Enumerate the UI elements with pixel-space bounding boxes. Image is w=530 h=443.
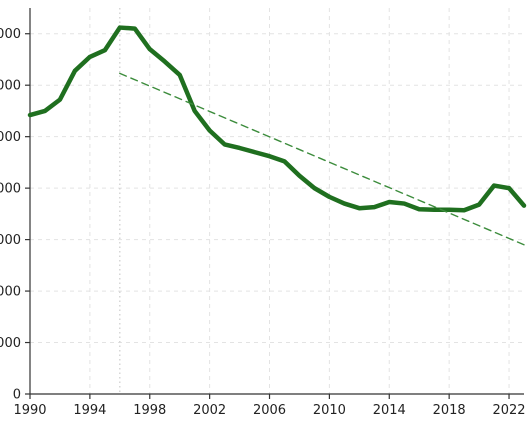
x-tick-label: 2006 <box>253 403 286 418</box>
x-tick-label: 2014 <box>373 403 406 418</box>
trend-line <box>119 72 525 246</box>
series-lines <box>27 25 527 246</box>
x-tick-label: 2010 <box>313 403 346 418</box>
y-tick-label: 5,000 <box>0 130 21 145</box>
x-tick-label: 2022 <box>492 403 525 418</box>
y-tick-label: 6,000 <box>0 79 21 94</box>
x-tick-label: 1990 <box>13 403 46 418</box>
tick-labels: 0 1,000 2,000 3,000 4,000 5,000 6,000 7,000 1990… <box>0 27 526 418</box>
y-tick-label: 3,000 <box>0 233 21 248</box>
x-tick-label: 2018 <box>433 403 466 418</box>
grid-lines <box>30 8 524 394</box>
y-tick-label: 7,000 <box>0 27 21 42</box>
x-tick-label: 1998 <box>133 403 166 418</box>
data-series-line <box>27 25 527 213</box>
y-tick-label: 0 <box>13 388 21 403</box>
y-tick-label: 2,000 <box>0 285 21 300</box>
y-tick-label: 4,000 <box>0 182 21 197</box>
x-tick-label: 2002 <box>193 403 226 418</box>
y-tick-label: 1,000 <box>0 336 21 351</box>
axes <box>25 8 524 399</box>
x-tick-label: 1994 <box>73 403 106 418</box>
